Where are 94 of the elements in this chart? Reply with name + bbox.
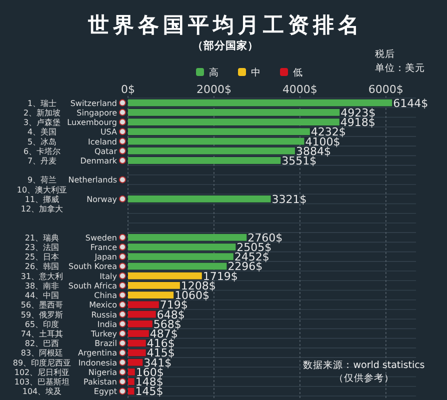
y-tick-label: Russia xyxy=(91,310,118,320)
y-tick-label: Egypt xyxy=(94,387,117,396)
y2-tick-label: 4、美国 xyxy=(27,128,57,137)
y2-tick-label: 82、巴西 xyxy=(24,339,60,348)
bar xyxy=(128,330,149,337)
bar xyxy=(128,128,310,136)
y-tick-label: Turkey xyxy=(90,330,118,339)
y-tick-label: Iceland xyxy=(88,137,117,146)
y2-tick-label: 25、日本 xyxy=(24,252,60,262)
y2-tick-label: 7、丹麦 xyxy=(27,156,57,166)
bar xyxy=(128,99,392,106)
bar xyxy=(128,310,156,318)
y2-tick-label: 102、尼日利亚 xyxy=(14,368,70,377)
y2-tick-label: 3、卢森堡 xyxy=(23,118,61,128)
legend-label: 中 xyxy=(251,66,261,78)
y2-tick-label: 44、中国 xyxy=(24,291,60,300)
y2-tick-label: 6、卡塔尔 xyxy=(23,146,61,156)
x-tick-label: 0$ xyxy=(121,83,135,96)
y2-tick-label: 5、冰岛 xyxy=(27,137,57,146)
text: 税后 xyxy=(375,48,395,60)
y2-tick-label: 104、埃及 xyxy=(22,387,62,396)
bar xyxy=(128,388,134,395)
bar xyxy=(128,368,135,376)
y-tick-label: Mexico xyxy=(89,300,118,310)
y-tick-label: Indonesia xyxy=(78,358,118,368)
y-tick-label: Italy xyxy=(100,272,118,281)
y2-tick-label: 59、俄罗斯 xyxy=(20,310,64,320)
y-tick-label: Switzerland xyxy=(70,98,117,108)
chart-title: 世界各国平均月工资排名 xyxy=(87,13,363,37)
y2-tick-label: 10、澳大利亚 xyxy=(16,185,68,194)
y-tick-label: Qatar xyxy=(94,146,118,156)
y2-tick-label: 89、印度尼西亚 xyxy=(12,358,72,368)
bar xyxy=(128,262,227,270)
text: 单位：美元 xyxy=(375,62,425,74)
y-tick-label: Norway xyxy=(86,194,118,204)
x-tick-label: 2000$ xyxy=(196,83,232,96)
y-tick-label: Japan xyxy=(94,252,117,262)
y-tick-label: Nigeria xyxy=(88,368,118,377)
bar xyxy=(128,272,202,280)
bar xyxy=(128,340,146,347)
bar xyxy=(128,282,180,289)
y-tick-label: Netherlands xyxy=(68,176,117,185)
y2-tick-label: 11、挪威 xyxy=(24,194,60,204)
y2-tick-label: 26、韩国 xyxy=(24,262,60,272)
y2-tick-label: 56、墨西哥 xyxy=(20,300,64,310)
y-tick-label: China xyxy=(94,291,118,300)
y2-tick-label: 23、法国 xyxy=(24,243,60,252)
x-tick-label: 4000$ xyxy=(282,83,318,96)
y2-tick-label: 65、印度 xyxy=(24,320,60,329)
chart-subtitle: （部分国家） xyxy=(192,39,258,52)
y2-tick-label: 9、荷兰 xyxy=(27,176,57,185)
bar xyxy=(128,301,159,308)
bar xyxy=(128,195,271,202)
bar xyxy=(128,253,234,260)
y-tick-label: India xyxy=(97,320,118,329)
y2-tick-label: 103、巴基斯坦 xyxy=(14,378,70,387)
bar xyxy=(128,147,295,154)
y2-tick-label: 31、意大利 xyxy=(20,272,64,281)
legend-label: 低 xyxy=(293,68,303,78)
y2-tick-label: 74、土耳其 xyxy=(20,330,64,339)
data-label: 3321$ xyxy=(272,192,307,206)
bar xyxy=(128,234,247,241)
annotation: （仅供参考） xyxy=(334,372,394,384)
y2-tick-label: 2、新加坡 xyxy=(23,108,61,118)
y2-tick-label: 1、瑞士 xyxy=(27,98,57,108)
y-tick-label: Brazil xyxy=(94,339,117,348)
data-label: 6144$ xyxy=(393,96,428,110)
bar xyxy=(128,244,236,250)
y2-tick-label: 12、加拿大 xyxy=(20,204,64,214)
bar xyxy=(128,157,281,164)
y-tick-label: Sweden xyxy=(85,233,117,242)
bar xyxy=(128,292,174,299)
y2-tick-label: 38、南非 xyxy=(24,281,60,290)
y-tick-label: Pakistan xyxy=(84,378,117,387)
x-tick-label: 6000$ xyxy=(368,83,404,96)
y-tick-label: South Africa xyxy=(68,281,118,290)
bar xyxy=(128,320,152,328)
y-tick-label: Luxembourg xyxy=(67,118,117,128)
y-tick-label: South Korea xyxy=(68,262,118,272)
y-tick-label: Argentina xyxy=(78,348,118,358)
bar xyxy=(128,138,304,145)
y-tick-label: Singapore xyxy=(76,108,118,118)
y2-tick-label: 83、阿根廷 xyxy=(20,348,64,358)
annotation: 数据来源：world statistics xyxy=(303,359,425,371)
y-tick-label: Denmark xyxy=(80,156,118,166)
legend-label: 高 xyxy=(209,66,219,78)
y-tick-label: France xyxy=(90,243,118,252)
y-tick-label: USA xyxy=(100,128,118,137)
bar xyxy=(128,358,143,366)
y2-tick-label: 21、瑞典 xyxy=(24,233,60,242)
bar xyxy=(128,378,134,386)
bar xyxy=(128,118,340,126)
bar xyxy=(128,349,146,356)
bar xyxy=(128,108,340,116)
